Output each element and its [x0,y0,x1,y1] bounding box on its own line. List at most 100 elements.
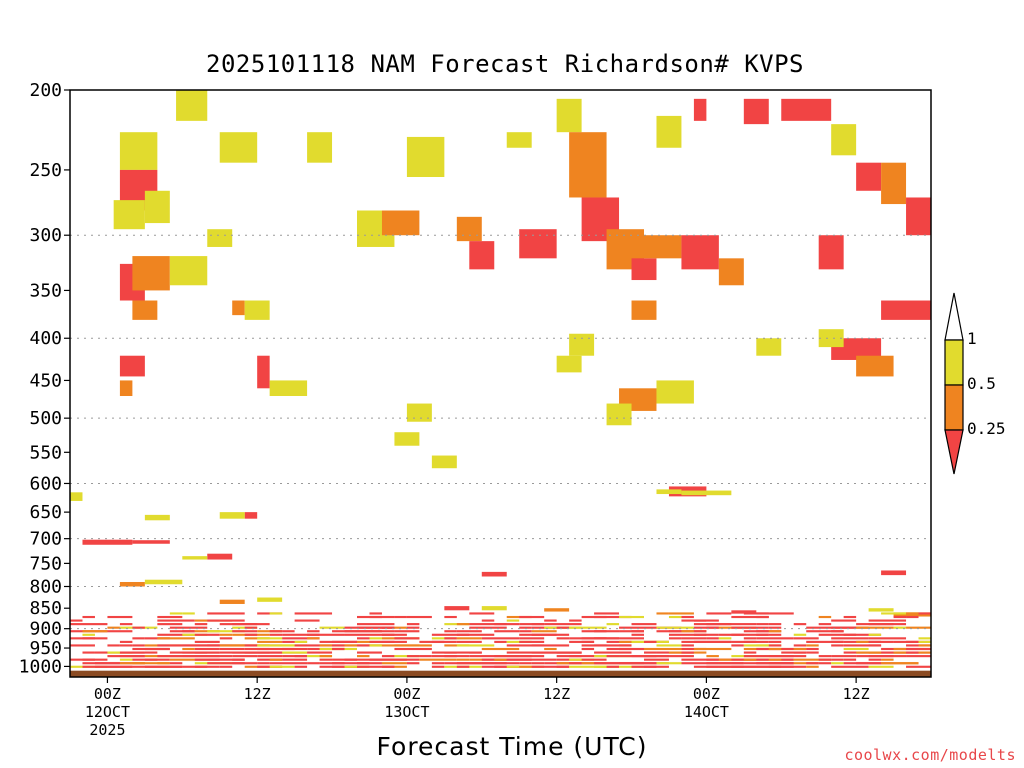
heatmap-cell [718,623,757,626]
heatmap-cell [531,623,545,626]
y-tick-label: 950 [29,638,62,659]
heatmap-cell [706,612,732,615]
heatmap-cell [668,615,682,619]
heatmap-cell [868,655,907,658]
heatmap-cell [357,633,395,636]
heatmap-cell [906,612,919,615]
heatmap-cell [843,615,857,619]
heatmap-cell [656,612,669,615]
heatmap-cell [706,640,719,643]
x-tick-label: 12OCT [85,703,130,721]
heatmap-cell [606,655,620,658]
heatmap-cell [781,647,794,651]
heatmap-cell [394,615,407,619]
heatmap-cell [207,630,245,633]
heatmap-cell [431,662,445,665]
heatmap-cell [531,633,570,636]
heatmap-cell [469,655,507,658]
heatmap-cell [718,258,744,286]
heatmap-cell [207,612,245,615]
heatmap-cell [619,626,644,629]
heatmap-cell [681,651,694,654]
heatmap-cell [119,640,133,643]
heatmap-cell [194,651,208,654]
heatmap-cell [107,630,133,633]
heatmap-cell [144,658,158,661]
heatmap-cell [569,651,582,654]
legend-label: 1 [967,329,977,348]
heatmap-cell [207,229,233,247]
heatmap-cell [793,647,807,651]
heatmap-cell [444,637,457,640]
heatmap-cell [856,626,894,629]
heatmap-cell [456,630,482,633]
heatmap-cell [519,626,532,629]
heatmap-cell [107,615,133,619]
heatmap-cell [394,665,407,668]
heatmap-cell [768,640,782,643]
heatmap-cell [82,539,133,545]
heatmap-cell [431,640,457,643]
heatmap-cell [82,615,95,619]
heatmap-cell [481,619,495,622]
heatmap-cell [244,626,258,629]
heatmap-cell [132,626,145,629]
credit-link[interactable]: coolwx.com/modelts [844,746,1016,764]
heatmap-cell [531,630,557,633]
heatmap-cell [157,623,183,626]
heatmap-cell [868,644,882,647]
y-tick-label: 600 [29,473,62,494]
heatmap-cell [257,597,283,602]
heatmap-cell [881,570,907,576]
heatmap-cell [456,662,495,665]
heatmap-cell [369,644,382,647]
heatmap-cell [906,615,919,619]
heatmap-cell [906,655,931,658]
heatmap-cell [831,658,844,661]
heatmap-cell [556,637,570,640]
heatmap-cell [793,633,807,636]
heatmap-cell [244,651,270,654]
heatmap-cell [831,630,844,633]
legend-swatch [944,292,964,341]
heatmap-cell [307,637,320,640]
colorbar-legend: 1 0.5 0.25 [944,292,1006,475]
heatmap-cell [843,647,869,651]
heatmap-cell [644,662,657,665]
heatmap-cell [406,136,445,178]
heatmap-cell [269,658,283,661]
heatmap-cell [656,380,694,404]
heatmap-cell [107,626,120,629]
heatmap-cell [756,637,794,640]
heatmap-cell [793,658,832,661]
heatmap-cell [182,647,195,651]
heatmap-cell [294,612,333,615]
heatmap-cell [282,637,320,640]
heatmap-cell [119,655,145,658]
heatmap-cell [881,658,894,661]
heatmap-cell [232,655,258,658]
heatmap-cell [506,655,520,658]
heatmap-cell [456,644,495,647]
heatmap-cell [319,626,345,629]
heatmap-cell [132,644,145,647]
heatmap-cell [793,651,807,654]
heatmap-cell [818,329,844,348]
heatmap-cell [918,612,931,615]
heatmap-cell [594,615,632,619]
heatmap-cell [556,355,582,373]
heatmap-cell [381,662,407,665]
heatmap-cell [631,300,657,320]
heatmap-cell [806,626,844,629]
heatmap-cell [693,630,707,633]
heatmap-cell [169,256,208,286]
heatmap-cell [656,640,669,643]
heatmap-cell [668,633,707,636]
heatmap-cell [469,651,482,654]
heatmap-cell [706,619,719,622]
heatmap-cell [307,651,333,654]
heatmap-cell [644,647,682,651]
heatmap-cell [881,300,931,320]
heatmap-cell [906,662,919,665]
heatmap-cell [831,640,844,643]
